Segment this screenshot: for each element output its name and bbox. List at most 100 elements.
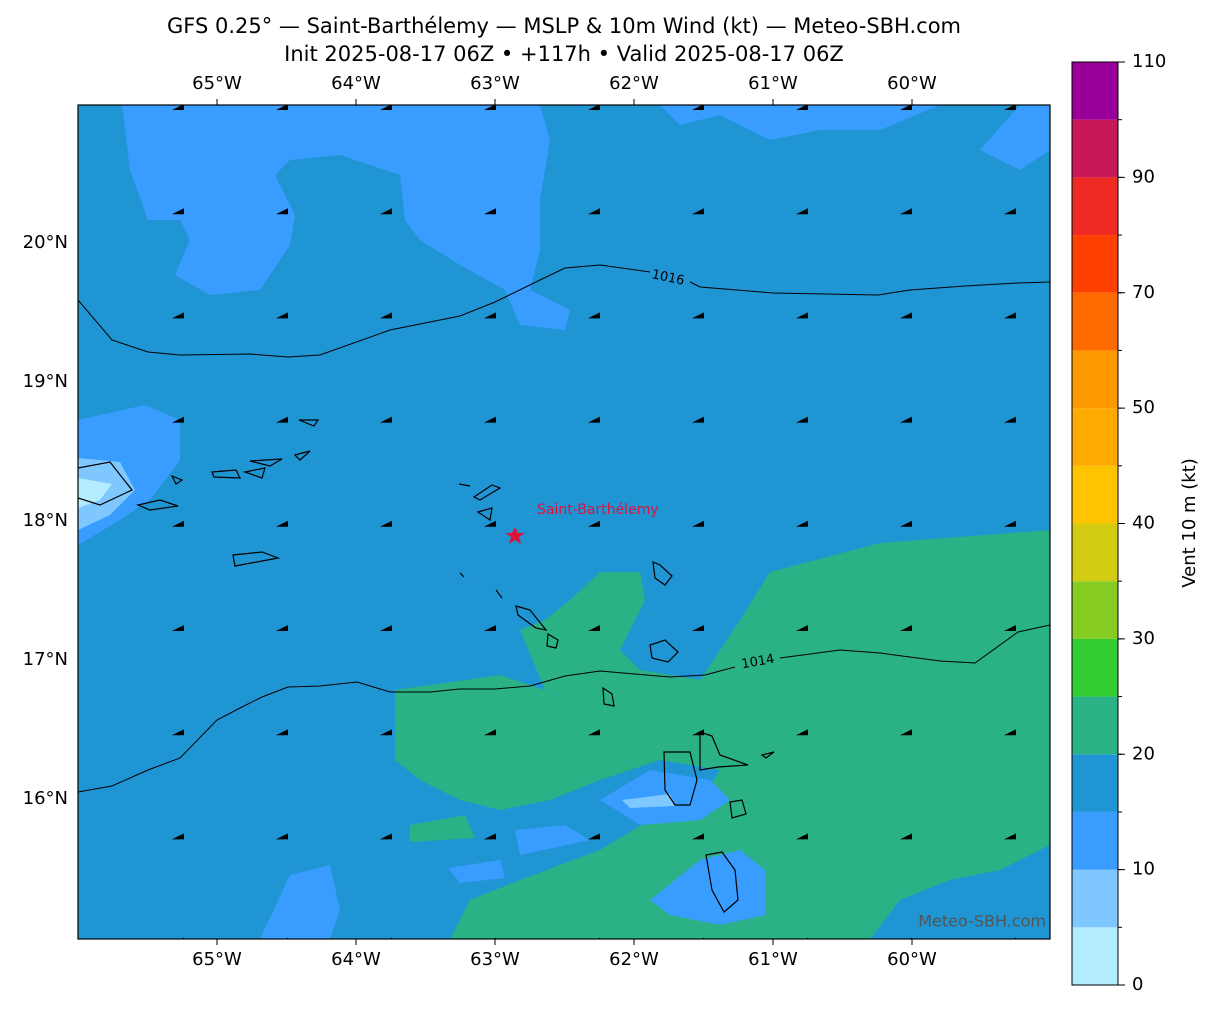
wind-zone	[78, 405, 340, 939]
wind-barb	[484, 625, 496, 631]
subtitle: Init 2025-08-17 06Z • +117h • Valid 2025…	[284, 42, 844, 66]
lon-label: 63°W	[470, 73, 520, 94]
wind-barb	[276, 105, 288, 110]
wind-barb	[796, 520, 808, 527]
wind-barb	[796, 729, 808, 736]
wind-barb	[1004, 729, 1016, 736]
wind-barb	[900, 625, 912, 631]
colorbar-band	[1072, 523, 1118, 582]
wind-barb	[588, 520, 600, 527]
lon-label: 60°W	[887, 73, 937, 94]
wind-barb	[276, 312, 288, 319]
wind-barb	[796, 416, 808, 423]
wind-barb	[796, 208, 808, 215]
wind-barb	[380, 729, 392, 736]
wind-barb	[588, 416, 600, 423]
isobar	[78, 264, 1050, 358]
colorbar-band	[1072, 292, 1118, 351]
wind-barb	[276, 625, 288, 631]
wind-barb	[172, 520, 184, 527]
wind-barb	[380, 208, 392, 215]
wind-barb	[380, 520, 392, 527]
wind-barb	[172, 625, 184, 631]
lon-label: 64°W	[331, 949, 381, 970]
wind-barb	[276, 520, 288, 527]
lon-label: 60°W	[887, 949, 937, 970]
wind-barb	[692, 208, 704, 215]
wind-barb	[1004, 312, 1016, 319]
wind-barb	[172, 312, 184, 319]
colorbar-tick-label: 50	[1132, 397, 1155, 418]
lat-label: 17°N	[23, 649, 68, 670]
colorbar-band	[1072, 119, 1118, 178]
wind-barb	[900, 416, 912, 423]
wind-zone	[395, 530, 1050, 939]
lon-label: 65°W	[192, 949, 242, 970]
wind-barb	[588, 729, 600, 736]
wind-barb	[484, 416, 496, 423]
wind-barb	[172, 208, 184, 215]
wind-barb	[276, 208, 288, 215]
colorbar-band	[1072, 465, 1118, 524]
colorbar-band	[1072, 62, 1118, 120]
wind-barb	[1004, 833, 1016, 840]
wind-zone	[622, 794, 675, 808]
map: Saint-Barthélemy 1016 1014 Meteo-SBH.com	[78, 105, 1050, 939]
wind-barb	[172, 105, 184, 110]
wind-barb	[692, 625, 704, 631]
colorbar-band	[1072, 927, 1118, 985]
map-frame	[77, 104, 1051, 940]
lon-label: 63°W	[470, 949, 520, 970]
isobar	[78, 624, 1050, 793]
colorbar-tick-label: 10	[1132, 859, 1155, 880]
wind-barb	[588, 833, 600, 840]
wind-barb	[484, 729, 496, 736]
colorbar-band	[1072, 408, 1118, 466]
lat-label: 19°N	[23, 371, 68, 392]
wind-barb	[1004, 208, 1016, 215]
colorbar-tick-label: 110	[1132, 51, 1166, 72]
wind-barb	[276, 729, 288, 736]
colorbar-tick-label: 0	[1132, 974, 1143, 995]
wind-barb	[900, 312, 912, 319]
lat-label: 16°N	[23, 788, 68, 809]
wind-barb	[380, 312, 392, 319]
lon-label: 62°W	[609, 949, 659, 970]
wind-barb	[900, 520, 912, 527]
lon-label: 61°W	[748, 949, 798, 970]
wind-zone	[448, 770, 765, 925]
wind-barb	[1004, 416, 1016, 423]
contour-label: 1014	[740, 652, 775, 673]
wind-barb	[276, 416, 288, 423]
wind-barb	[484, 312, 496, 319]
colorbar-label: Vent 10 m (kt)	[1179, 458, 1200, 588]
wind-barb	[380, 416, 392, 423]
wind-barb	[588, 625, 600, 631]
wind-barb	[1004, 520, 1016, 527]
colorbar-band	[1072, 754, 1118, 812]
wind-barb	[796, 105, 808, 110]
colorbar-tick-label: 90	[1132, 166, 1155, 187]
colorbar-tick-label: 30	[1132, 628, 1155, 649]
watermark: Meteo-SBH.com	[918, 912, 1046, 931]
wind-barb	[484, 520, 496, 527]
wind-barb	[588, 105, 600, 110]
wind-barb	[796, 833, 808, 840]
title: GFS 0.25° — Saint-Barthélemy — MSLP & 10…	[167, 14, 961, 38]
colorbar-band	[1072, 581, 1118, 639]
wind-barb	[900, 208, 912, 215]
wind-barb	[900, 833, 912, 840]
wind-barb	[1004, 105, 1016, 110]
wind-zone	[660, 105, 1050, 170]
wind-barb	[692, 416, 704, 423]
lon-label: 65°W	[192, 73, 242, 94]
wind-barb	[380, 625, 392, 631]
islands	[78, 419, 775, 913]
wind-barb	[796, 625, 808, 631]
lat-label: 20°N	[23, 232, 68, 253]
wind-barb	[692, 520, 704, 527]
wind-barb	[484, 208, 496, 215]
wind-barb	[692, 312, 704, 319]
colorbar-band	[1072, 350, 1118, 409]
